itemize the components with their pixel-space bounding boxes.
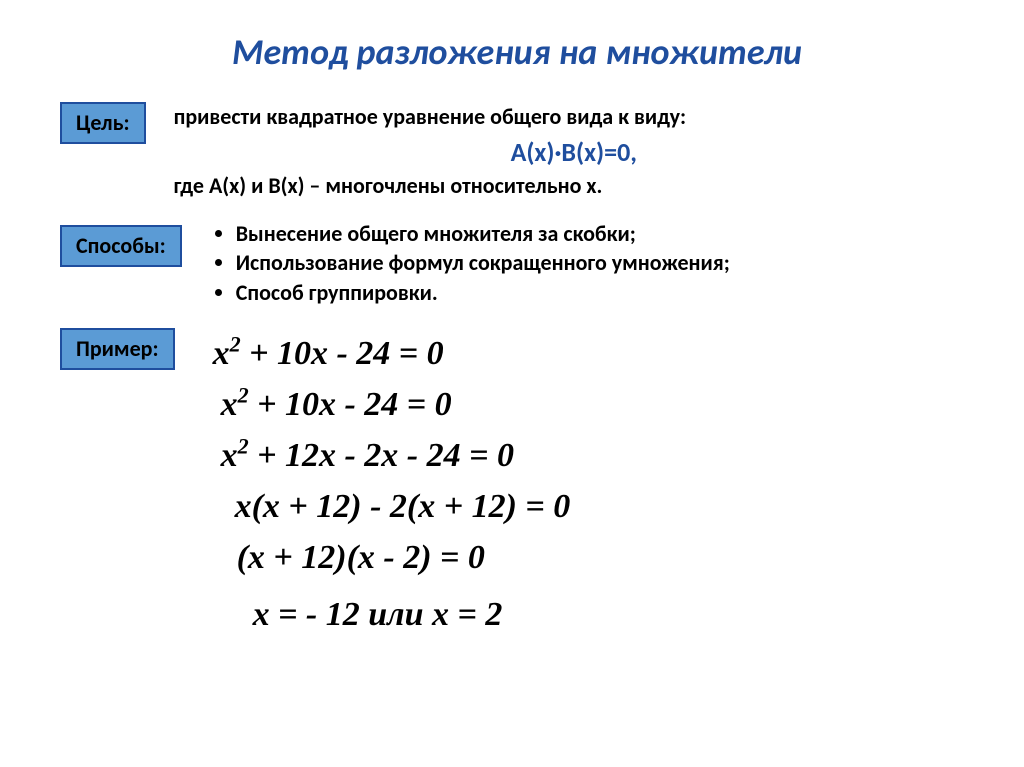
methods-label: Способы:: [60, 225, 182, 267]
equation-line: x2 + 10x - 24 = 0: [213, 379, 571, 430]
equation-line: (x + 12)(x - 2) = 0: [213, 532, 571, 583]
eq-text: + 10x - 24 = 0: [249, 386, 452, 423]
eq-text: x: [221, 386, 238, 423]
example-label: Пример:: [60, 328, 175, 370]
goal-content: привести квадратное уравнение общего вид…: [174, 102, 974, 211]
methods-content: Вынесение общего множителя за скобки; Ис…: [210, 219, 974, 308]
goal-label: Цель:: [60, 102, 146, 144]
goal-row: Цель: привести квадратное уравнение обще…: [60, 102, 974, 211]
list-item: Способ группировки.: [236, 278, 974, 308]
methods-list: Вынесение общего множителя за скобки; Ис…: [210, 219, 974, 308]
exponent: 2: [238, 382, 249, 407]
slide-root: Метод разложения на множители Цель: прив…: [0, 0, 1024, 767]
eq-text: x: [221, 437, 238, 474]
goal-formula: А(х)·В(х)=0,: [174, 136, 974, 168]
eq-text: x: [213, 335, 230, 372]
equation-line: x2 + 12x - 2x - 24 = 0: [213, 430, 571, 481]
list-item: Вынесение общего множителя за скобки;: [236, 219, 974, 249]
example-row: Пример: x2 + 10x - 24 = 0 x2 + 10x - 24 …: [60, 328, 974, 640]
goal-where: где А(х) и В(х) – многочлены относительн…: [174, 172, 974, 199]
list-item: Использование формул сокращенного умноже…: [236, 248, 974, 278]
eq-text: + 10x - 24 = 0: [241, 335, 444, 372]
equation-line: x(x + 12) - 2(x + 12) = 0: [213, 481, 571, 532]
slide-title: Метод разложения на множители: [60, 30, 974, 74]
exponent: 2: [230, 331, 241, 356]
exponent: 2: [238, 433, 249, 458]
methods-row: Способы: Вынесение общего множителя за с…: [60, 219, 974, 308]
equation-lines: x2 + 10x - 24 = 0 x2 + 10x - 24 = 0 x2 +…: [203, 328, 571, 640]
goal-text: привести квадратное уравнение общего вид…: [174, 102, 974, 132]
equation-line: x2 + 10x - 24 = 0: [213, 328, 571, 379]
equation-line: x = - 12 или x = 2: [213, 589, 571, 640]
eq-text: + 12x - 2x - 24 = 0: [249, 437, 514, 474]
